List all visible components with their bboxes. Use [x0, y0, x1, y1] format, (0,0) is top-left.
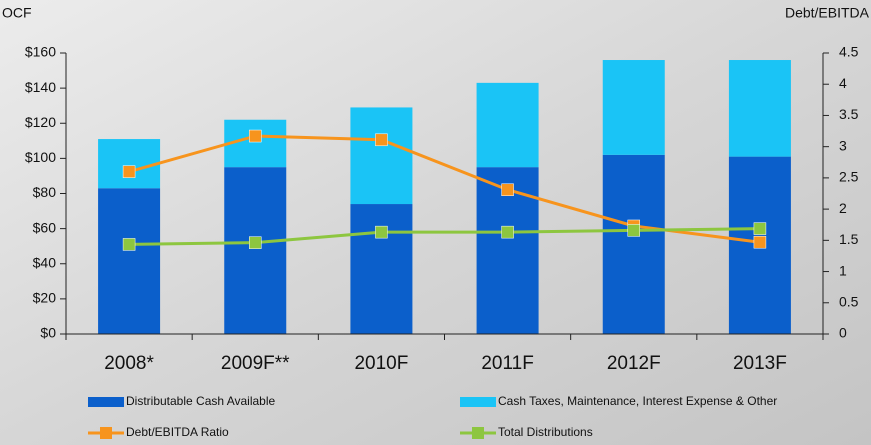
y2-tick-label: 4: [839, 75, 847, 91]
bar: [224, 167, 286, 334]
bar: [98, 139, 160, 188]
y-axis-title: OCF: [2, 5, 32, 21]
y-tick-label: $0: [40, 325, 56, 341]
chart: OCF Debt/EBITDA $0 $20 $40 $60 $80 $100 $120 $1…: [0, 0, 871, 445]
marker: [249, 237, 261, 249]
y2-tick-label: 1.5: [839, 231, 859, 247]
marker: [375, 226, 387, 238]
marker: [249, 130, 261, 142]
bar: [98, 188, 160, 334]
marker: [123, 238, 135, 250]
y-tick-label: $160: [25, 44, 56, 60]
x-tick-label: 2011F: [481, 353, 533, 374]
marker: [375, 134, 387, 146]
marker: [123, 166, 135, 178]
marker: [628, 224, 640, 236]
marker: [754, 236, 766, 248]
y-tick-label: $40: [33, 254, 57, 270]
x-tick-label: 2012F: [607, 353, 661, 374]
marker: [754, 223, 766, 235]
x-tick-label: 2009F**: [221, 353, 290, 374]
y2-tick-label: 0.5: [839, 293, 859, 309]
y2-tick-label: 3.5: [839, 106, 859, 122]
y2-tick-label: 1: [839, 262, 847, 278]
y2-tick-label: 3: [839, 137, 847, 153]
bar: [477, 83, 539, 167]
y2-tick-label: 4.5: [839, 44, 859, 60]
y-tick-label: $140: [25, 79, 56, 95]
legend-swatch: [472, 427, 484, 439]
y-tick-label: $80: [33, 184, 57, 200]
legend-label: Total Distributions: [498, 425, 593, 439]
bar: [350, 204, 412, 334]
bar: [729, 60, 791, 157]
legend-label: Debt/EBITDA Ratio: [126, 425, 229, 439]
legend-swatch: [100, 427, 112, 439]
x-tick-label: 2008*: [104, 353, 154, 374]
bar: [603, 155, 665, 334]
y-tick-label: $60: [33, 219, 57, 235]
marker: [502, 184, 514, 196]
legend-label: Cash Taxes, Maintenance, Interest Expens…: [498, 394, 777, 408]
y2-tick-label: 2: [839, 200, 847, 216]
y-tick-label: $100: [25, 149, 56, 165]
y-tick-label: $20: [33, 290, 57, 306]
y2-tick-label: 2.5: [839, 169, 859, 185]
bar: [350, 107, 412, 204]
x-tick-label: 2010F: [354, 353, 408, 374]
marker: [502, 226, 514, 238]
y2-tick-label: 0: [839, 325, 847, 341]
y2-axis-title: Debt/EBITDA: [785, 5, 870, 21]
x-tick-label: 2013F: [733, 353, 787, 374]
y-tick-label: $120: [25, 114, 56, 130]
legend-swatch: [460, 397, 496, 407]
legend-swatch: [88, 397, 124, 407]
bar: [603, 60, 665, 155]
legend-label: Distributable Cash Available: [126, 394, 276, 408]
